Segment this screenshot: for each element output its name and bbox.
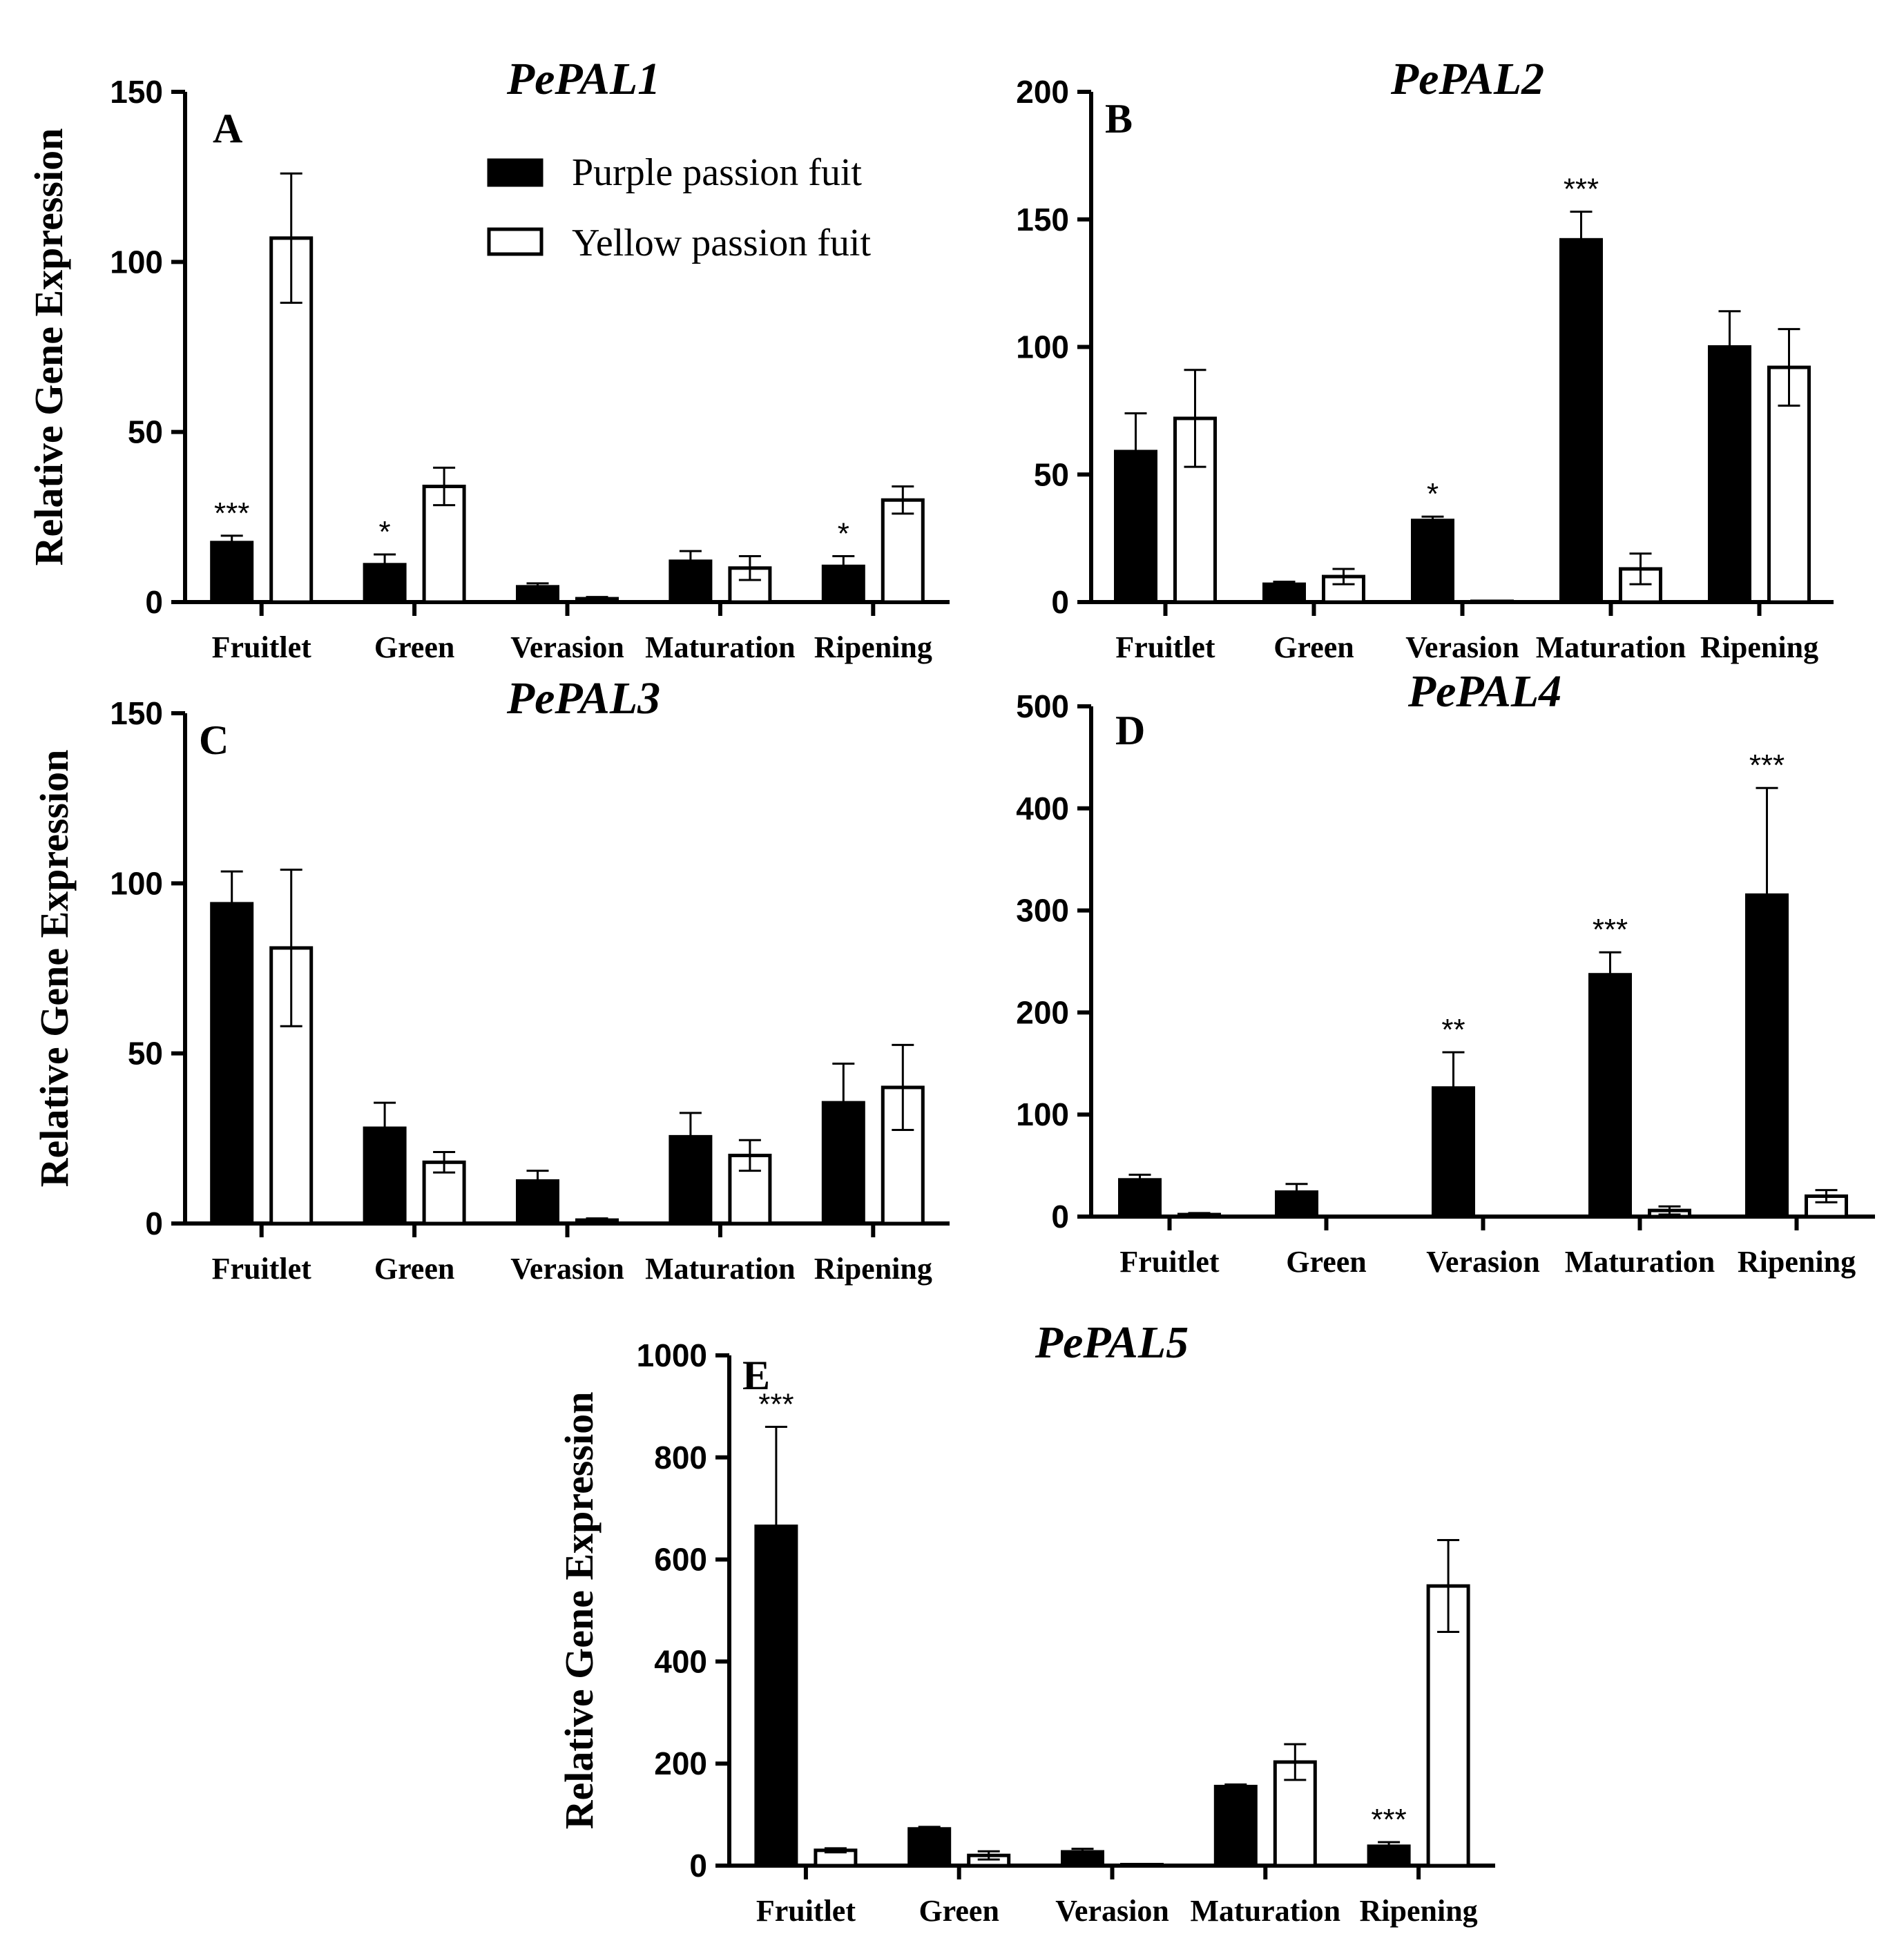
bar — [1411, 519, 1454, 604]
y-tick-label: 50 — [128, 1036, 163, 1072]
y-tick-label: 0 — [1051, 1199, 1069, 1235]
y-axis-label: Relative Gene Expression — [557, 1392, 602, 1830]
y-tick-label: 100 — [110, 244, 163, 280]
bar — [210, 541, 254, 604]
y-tick-label: 600 — [654, 1542, 707, 1578]
x-tick-label: Green — [919, 1894, 999, 1928]
x-tick-label: Fruitlet — [212, 630, 312, 664]
y-axis-label: Relative Gene Expression — [32, 750, 77, 1188]
y-tick-label: 0 — [1051, 584, 1069, 620]
y-tick-label: 200 — [1016, 74, 1069, 110]
x-tick-label: Fruitlet — [1115, 630, 1215, 664]
panel-letter: C — [199, 717, 229, 763]
y-tick-label: 200 — [654, 1745, 707, 1781]
y-tick-label: 100 — [110, 865, 163, 901]
bar — [821, 564, 865, 604]
x-tick-label: Ripening — [1738, 1245, 1856, 1279]
bar — [907, 1827, 952, 1868]
x-tick-label: Ripening — [814, 1252, 932, 1286]
y-tick-label: 400 — [654, 1643, 707, 1679]
y-tick-label: 0 — [689, 1848, 707, 1884]
panel-letter: D — [1115, 708, 1145, 753]
y-tick-label: 500 — [1016, 688, 1069, 724]
panel-letter: B — [1105, 96, 1133, 142]
panel-d: 0 100 200 300 400 500 Fruitlet Green Verasion ** M… — [1016, 666, 1875, 1279]
y-tick-label: 150 — [110, 695, 163, 731]
y-tick-label: 150 — [1016, 202, 1069, 238]
x-tick-label: Maturation — [645, 1252, 796, 1286]
y-tick-label: 100 — [1016, 1096, 1069, 1132]
x-tick-label: Green — [374, 630, 455, 664]
significance-label: *** — [1371, 1803, 1406, 1837]
panel-b: 0 50 100 150 200 Fruitlet Green Verasion * Matura… — [1016, 54, 1834, 664]
legend-swatch-purple — [487, 158, 544, 187]
significance-label: *** — [214, 496, 249, 530]
chart-title: PePAL5 — [1035, 1317, 1189, 1368]
x-tick-label: Maturation — [645, 630, 796, 664]
x-tick-label: Maturation — [1565, 1245, 1715, 1279]
y-tick-label: 800 — [654, 1440, 707, 1476]
x-tick-label: Fruitlet — [1119, 1245, 1220, 1279]
y-tick-label: 0 — [145, 1206, 163, 1241]
x-tick-label: Verasion — [1055, 1894, 1169, 1928]
y-tick-label: 400 — [1016, 791, 1069, 826]
significance-label: * — [379, 515, 391, 549]
legend-label-purple: Purple passion fuit — [572, 151, 862, 194]
legend-label-yellow: Yellow passion fuit — [572, 222, 871, 264]
x-tick-label: Green — [374, 1252, 455, 1286]
bar — [1213, 1784, 1258, 1868]
legend-swatch-yellow — [487, 227, 544, 256]
x-tick-label: Ripening — [1360, 1894, 1478, 1928]
panel-letter: E — [742, 1353, 770, 1398]
chart-title: PePAL4 — [1407, 666, 1561, 717]
y-tick-label: 300 — [1016, 893, 1069, 929]
bar — [881, 498, 925, 604]
x-tick-label: Verasion — [1426, 1245, 1540, 1279]
significance-label: ** — [1441, 1013, 1465, 1047]
significance-label: *** — [1564, 173, 1599, 206]
y-axis-label: Relative Gene Expression — [26, 128, 71, 566]
x-tick-label: Green — [1286, 1245, 1367, 1279]
panel-letter: A — [213, 106, 242, 151]
panel-e: 0 200 400 600 800 1000 Fruitlet *** Green Verasio… — [557, 1317, 1495, 1928]
significance-label: *** — [758, 1387, 794, 1421]
x-tick-label: Green — [1273, 630, 1354, 664]
panel-c: 0 50 100 150 Fruitlet Green Verasion Maturation… — [32, 673, 950, 1286]
x-tick-label: Verasion — [1405, 630, 1519, 664]
y-tick-label: 0 — [145, 584, 163, 620]
bar — [210, 902, 254, 1226]
significance-label: * — [1427, 477, 1439, 511]
x-tick-label: Verasion — [510, 630, 624, 664]
x-tick-label: Maturation — [1536, 630, 1686, 664]
significance-label: * — [838, 516, 849, 550]
bar — [1588, 973, 1632, 1219]
significance-label: *** — [1593, 913, 1628, 947]
chart-title: PePAL3 — [506, 673, 660, 724]
y-tick-label: 50 — [1034, 456, 1069, 492]
x-tick-label: Fruitlet — [212, 1252, 312, 1286]
chart-title: PePAL2 — [1390, 54, 1544, 104]
significance-label: *** — [1749, 748, 1785, 782]
bar — [1708, 345, 1751, 604]
legend: Purple passion fuit Yellow passion fuit — [487, 151, 871, 264]
x-tick-label: Fruitlet — [756, 1894, 856, 1928]
x-tick-label: Verasion — [510, 1252, 624, 1286]
chart-title: PePAL1 — [506, 54, 660, 104]
y-tick-label: 100 — [1016, 329, 1069, 365]
bar — [1559, 238, 1603, 604]
y-tick-label: 150 — [110, 74, 163, 110]
x-tick-label: Maturation — [1191, 1894, 1341, 1928]
x-tick-label: Ripening — [1700, 630, 1818, 664]
panel-a: 0 50 100 150 Fruitlet *** Green * Verasion Matura… — [26, 54, 950, 664]
x-tick-label: Ripening — [814, 630, 932, 664]
y-tick-label: 50 — [128, 414, 163, 450]
y-tick-label: 200 — [1016, 994, 1069, 1030]
y-tick-label: 1000 — [637, 1337, 707, 1373]
